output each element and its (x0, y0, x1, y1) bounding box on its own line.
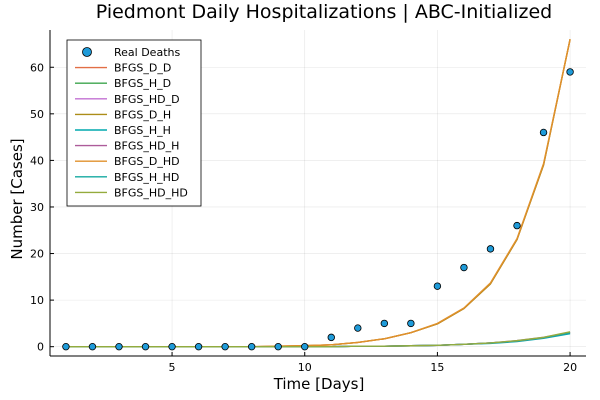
x-tick-label: 15 (430, 361, 444, 374)
legend-label: BFGS_D_D (114, 62, 171, 75)
data-point (221, 342, 229, 351)
data-point (433, 282, 442, 290)
chart-title: Piedmont Daily Hospitalizations | ABC-In… (96, 1, 552, 23)
data-point (513, 221, 521, 230)
legend-label: BFGS_H_D (114, 77, 171, 90)
scatter-points (62, 68, 574, 351)
axis-ticks: 5 10 15 20 0 10 20 30 40 50 60 (30, 61, 577, 374)
legend-label: BFGS_HD_HD (114, 186, 188, 199)
data-point (168, 342, 176, 351)
x-tick-label: 10 (298, 361, 312, 374)
data-point (460, 263, 468, 272)
legend-marker (82, 47, 92, 57)
data-point (194, 342, 203, 351)
data-point (141, 342, 150, 351)
data-point (274, 342, 282, 351)
legend-label: BFGS_D_H (114, 108, 171, 121)
series-line-BFGS_HD_HD (65, 331, 571, 348)
data-point (327, 333, 335, 342)
series-line-BFGS_HD_D (65, 331, 571, 348)
y-tick-label: 40 (30, 154, 44, 167)
data-point (354, 324, 362, 332)
legend-label: BFGS_HD_D (114, 93, 180, 106)
data-point (115, 342, 123, 351)
plot-frame (49, 30, 586, 357)
x-axis-label: Time [Days] (273, 375, 365, 393)
x-tick-label: 20 (563, 361, 577, 374)
legend-label: BFGS_D_HD (114, 155, 180, 168)
data-point (247, 342, 256, 351)
data-point (301, 342, 309, 351)
y-tick-label: 20 (30, 248, 44, 261)
data-point (62, 342, 70, 351)
series-lines (65, 39, 571, 348)
x-tick-label: 5 (169, 361, 176, 374)
data-point (407, 319, 415, 328)
data-point (88, 342, 97, 351)
y-tick-label: 0 (37, 341, 44, 354)
y-axis-label: Number [Cases] (8, 138, 26, 259)
legend-label: Real Deaths (114, 46, 180, 59)
y-tick-label: 50 (30, 108, 44, 121)
data-point (539, 128, 548, 137)
legend: Real Deaths BFGS_D_D BFGS_H_D BFGS_HD_D BFGS… (66, 39, 202, 207)
data-point (380, 319, 389, 328)
data-point (486, 245, 495, 253)
data-point (566, 68, 574, 76)
y-tick-label: 30 (30, 201, 44, 214)
legend-label: BFGS_H_HD (114, 171, 179, 184)
y-tick-label: 60 (30, 61, 44, 74)
legend-label: BFGS_HD_H (114, 140, 179, 153)
y-tick-label: 10 (30, 294, 44, 307)
legend-label: BFGS_H_H (114, 124, 171, 137)
